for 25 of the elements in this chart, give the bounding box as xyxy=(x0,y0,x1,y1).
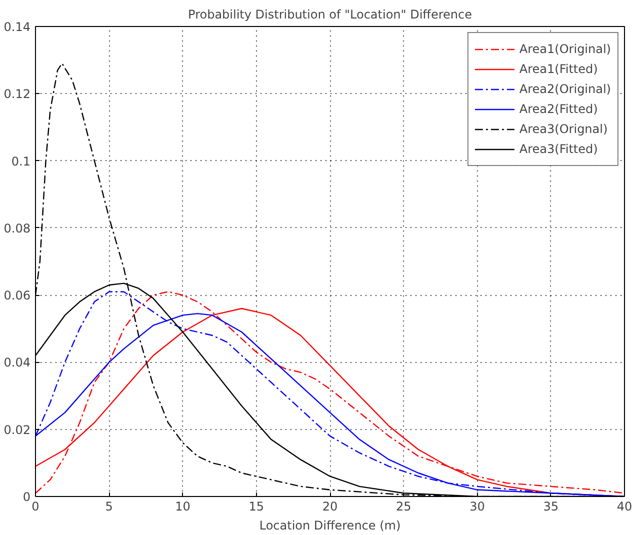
y-tick-label: 0.12 xyxy=(4,87,30,102)
x-tick-label: 35 xyxy=(543,500,559,514)
x-axis-title: Location Difference (m) xyxy=(259,518,401,532)
x-tick-label: 10 xyxy=(175,500,190,514)
legend-label: Area1(Fitted) xyxy=(519,62,598,76)
legend-label: Area3(Fitted) xyxy=(519,142,598,156)
y-tick-label: 0 xyxy=(22,490,31,504)
y-tick-label: 0.04 xyxy=(4,356,30,370)
y-tick-label: 0.14 xyxy=(4,20,30,34)
legend-label: Area1(Original) xyxy=(519,42,611,56)
y-tick-label: 0.1 xyxy=(11,154,31,168)
legend-label: Area2(Fitted) xyxy=(519,102,598,116)
chart-title: Probability Distribution of "Location" Difference xyxy=(188,8,472,22)
x-tick-label: 0 xyxy=(32,500,40,514)
x-tick-label: 30 xyxy=(470,500,485,514)
y-tick-label: 0.06 xyxy=(4,288,30,303)
legend-label: Area3(Orignal) xyxy=(519,122,608,136)
y-tick-label: 0.08 xyxy=(4,221,30,236)
x-tick-label: 20 xyxy=(322,500,338,514)
legend-label: Area2(Original) xyxy=(519,82,611,96)
y-tick-label: 0.02 xyxy=(4,422,30,437)
x-tick-label: 40 xyxy=(616,500,632,514)
x-tick-label: 25 xyxy=(396,500,412,514)
x-tick-label: 15 xyxy=(248,500,264,514)
x-tick-label: 5 xyxy=(105,500,113,514)
